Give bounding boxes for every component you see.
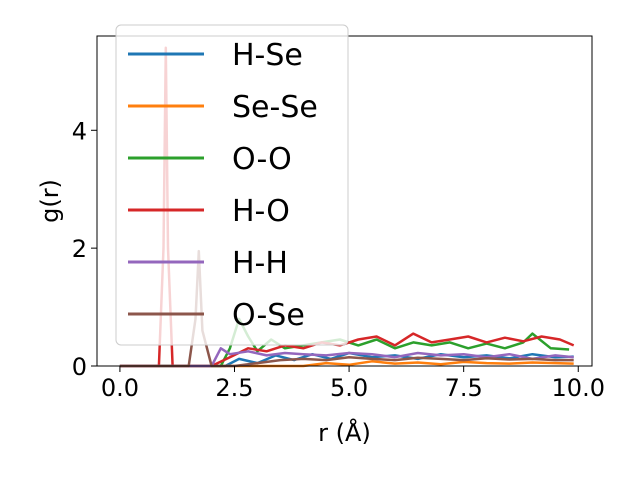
x-tick-label: 2.5: [215, 374, 253, 402]
legend-box: [115, 24, 349, 346]
legend-label-h-se: H-Se: [232, 38, 303, 73]
legend-label-h-h: H-H: [232, 246, 288, 281]
legend-label-se-se: Se-Se: [232, 90, 318, 125]
legend: H-Se Se-Se O-O H-O H-H O-Se: [115, 24, 349, 346]
series-line-se-se: [119, 360, 574, 368]
series-line-h-h: [119, 347, 574, 368]
y-tick-label: 2: [72, 235, 87, 263]
y-tick-label: 0: [72, 353, 87, 381]
x-tick-label: 5.0: [330, 374, 368, 402]
x-tick-label: 7.5: [445, 374, 483, 402]
x-tick-label: 10.0: [552, 374, 605, 402]
legend-items: H-Se Se-Se O-O H-O H-H O-Se: [128, 38, 318, 333]
legend-label-o-o: O-O: [232, 142, 292, 177]
y-tick-label: 4: [72, 117, 87, 145]
x-axis-label: r (Å): [318, 418, 371, 447]
legend-label-o-se: O-Se: [232, 298, 305, 333]
x-tick-label: 0.0: [101, 374, 139, 402]
legend-label-h-o: H-O: [232, 194, 290, 229]
y-axis-label: g(r): [36, 179, 64, 223]
ticks-layer: 0.0 2.5 5.0 7.5 10.0 0 2 4: [72, 117, 605, 402]
